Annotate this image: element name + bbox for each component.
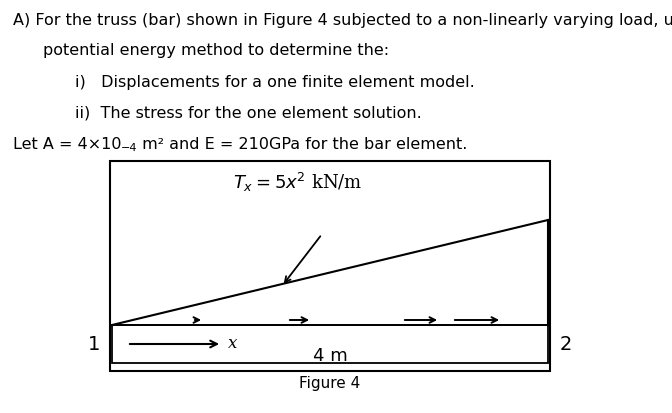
Text: i)   Displacements for a one finite element model.: i) Displacements for a one finite elemen… (75, 75, 474, 90)
Text: 4 m: 4 m (312, 347, 347, 365)
Text: ii)  The stress for the one element solution.: ii) The stress for the one element solut… (75, 105, 422, 120)
Text: $T_x = 5x^2$ kN/m: $T_x = 5x^2$ kN/m (233, 171, 363, 194)
Text: 2: 2 (560, 335, 573, 354)
Text: −4: −4 (121, 143, 138, 153)
Bar (112, 325, 548, 363)
Text: 1: 1 (87, 335, 100, 354)
Text: x: x (228, 335, 237, 353)
Text: A) For the truss (bar) shown in Figure 4 subjected to a non-linearly varying loa: A) For the truss (bar) shown in Figure 4… (13, 13, 672, 28)
Text: Figure 4: Figure 4 (299, 376, 361, 391)
Bar (110, 161, 550, 371)
Text: potential energy method to determine the:: potential energy method to determine the… (43, 43, 389, 58)
Text: Let A = 4×10: Let A = 4×10 (13, 137, 122, 152)
Text: m² and E = 210GPa for the bar element.: m² and E = 210GPa for the bar element. (137, 137, 467, 152)
